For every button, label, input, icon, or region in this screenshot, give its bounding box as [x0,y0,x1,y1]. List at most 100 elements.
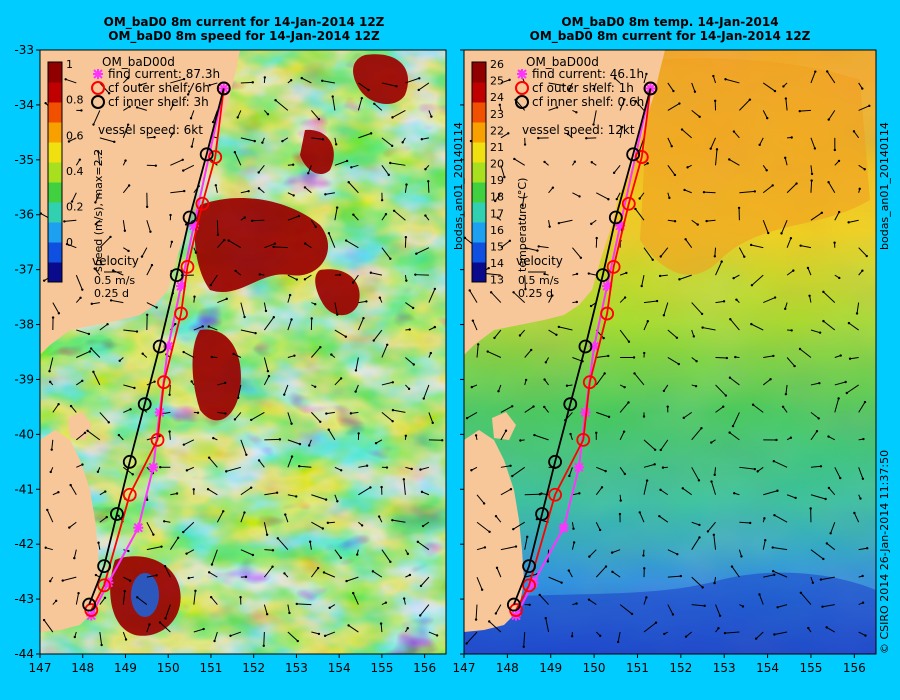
velocity-arrow [381,82,397,87]
velocity-arrow-head [288,293,292,297]
velocity-arrow-head [317,117,321,121]
velocity-arrow [122,185,130,194]
velocity-arrow [496,567,502,578]
velocity-arrow-head [127,549,130,553]
velocity-arrow-head [555,106,559,109]
velocity-arrow-head [276,537,280,540]
velocity-arrow [751,274,764,286]
velocity-arrow [777,604,788,608]
velocity-arrow-head [154,164,158,167]
velocity-arrow [810,382,820,386]
velocity-arrow [322,80,335,84]
velocity-arrow [691,427,702,441]
velocity-arrow [713,534,717,550]
velocity-arrow-head [817,417,820,420]
velocity-arrow-head [405,279,408,282]
velocity-arrow [170,190,185,194]
velocity-arrow [513,291,526,303]
velocity-arrow-head [775,438,778,442]
velocity-arrow-head [303,242,307,245]
velocity-arrow-head [825,542,829,545]
velocity-arrow [548,82,564,86]
velocity-arrow-head [511,474,514,478]
velocity-arrow-head [701,586,704,589]
velocity-arrow-head [528,603,531,607]
velocity-arrow [170,78,185,84]
velocity-arrow [834,211,840,221]
left-title-line-2: OM_baD0 8m speed for 14-Jan-2014 12Z [108,29,380,43]
velocity-arrow-head [568,88,571,91]
velocity-arrow [263,375,270,386]
velocity-arrow [751,323,764,331]
velocity-arrow-head [713,255,717,258]
outer-shelf-marker [606,259,621,274]
velocity-arrow [373,103,383,111]
velocity-arrow-head [798,109,801,113]
inner-shelf-marker [626,147,641,162]
velocity-arrow-head [815,430,819,433]
velocity-arrow-head [782,85,785,88]
velocity-arrow-head [94,223,98,226]
velocity-arrow-head [808,294,811,297]
velocity-arrow-head [42,279,46,282]
velocity-arrow-head [408,573,412,577]
velocity-arrow [643,597,647,605]
velocity-arrow [548,295,553,303]
velocity-arrow-head [281,139,284,143]
velocity-arrow-head [855,312,859,315]
velocity-arrow-head [222,510,225,513]
velocity-arrow [68,137,77,142]
velocity-arrow-head [295,278,298,281]
velocity-arrow-head [568,474,571,478]
velocity-arrow-head [73,635,76,639]
velocity-arrow-head [764,539,767,542]
velocity-arrow-head [523,143,527,146]
velocity-arrow-head [347,624,350,627]
velocity-arrow-head [686,166,689,169]
velocity-arrow [183,439,195,446]
outer-shelf-marker [621,196,636,211]
velocity-arrow [263,604,268,615]
velocity-arrow [476,546,486,551]
velocity-arrow-head [124,638,128,641]
velocity-arrow [772,547,788,551]
velocity-arrow-head [433,287,437,291]
velocity-arrow-head [806,266,810,270]
velocity-arrow [784,157,788,166]
velocity-arrow-head [750,322,753,326]
velocity-arrow [325,192,335,195]
velocity-arrow [595,487,603,496]
velocity-arrow [800,592,812,605]
velocity-arrow-head [153,380,156,383]
velocity-arrow [691,110,700,118]
velocity-arrow-head [391,420,394,423]
velocity-arrow-head [275,491,279,494]
velocity-arrow [763,490,778,496]
velocity-arrow [76,380,83,386]
inner-shelf-marker [535,507,549,521]
velocity-arrow [159,622,171,633]
velocity-arrow-head [578,492,581,495]
velocity-arrow-head [182,77,186,81]
velocity-arrow-head [420,138,424,141]
velocity-arrow-head [740,555,743,558]
velocity-arrow-head [603,372,606,375]
velocity-arrow [495,604,502,614]
colorbar-segment [48,262,62,283]
velocity-arrow [208,571,218,578]
velocity-arrow [848,322,859,331]
velocity-arrow-head [827,486,831,490]
y-tick-label: -34 [14,98,34,112]
velocity-arrow-head [465,642,468,645]
velocity-arrow [858,164,865,170]
velocity-arrow [358,132,372,139]
velocity-arrow-head [643,567,646,570]
outer-shelf-marker [97,578,112,593]
velocity-arrow [146,546,162,551]
velocity-arrow-head [65,242,69,246]
velocity-arrow [643,463,655,468]
velocity-arrow [123,384,135,389]
velocity-arrow [284,514,289,523]
velocity-arrow [858,631,866,637]
velocity-arrow-head [799,591,803,594]
